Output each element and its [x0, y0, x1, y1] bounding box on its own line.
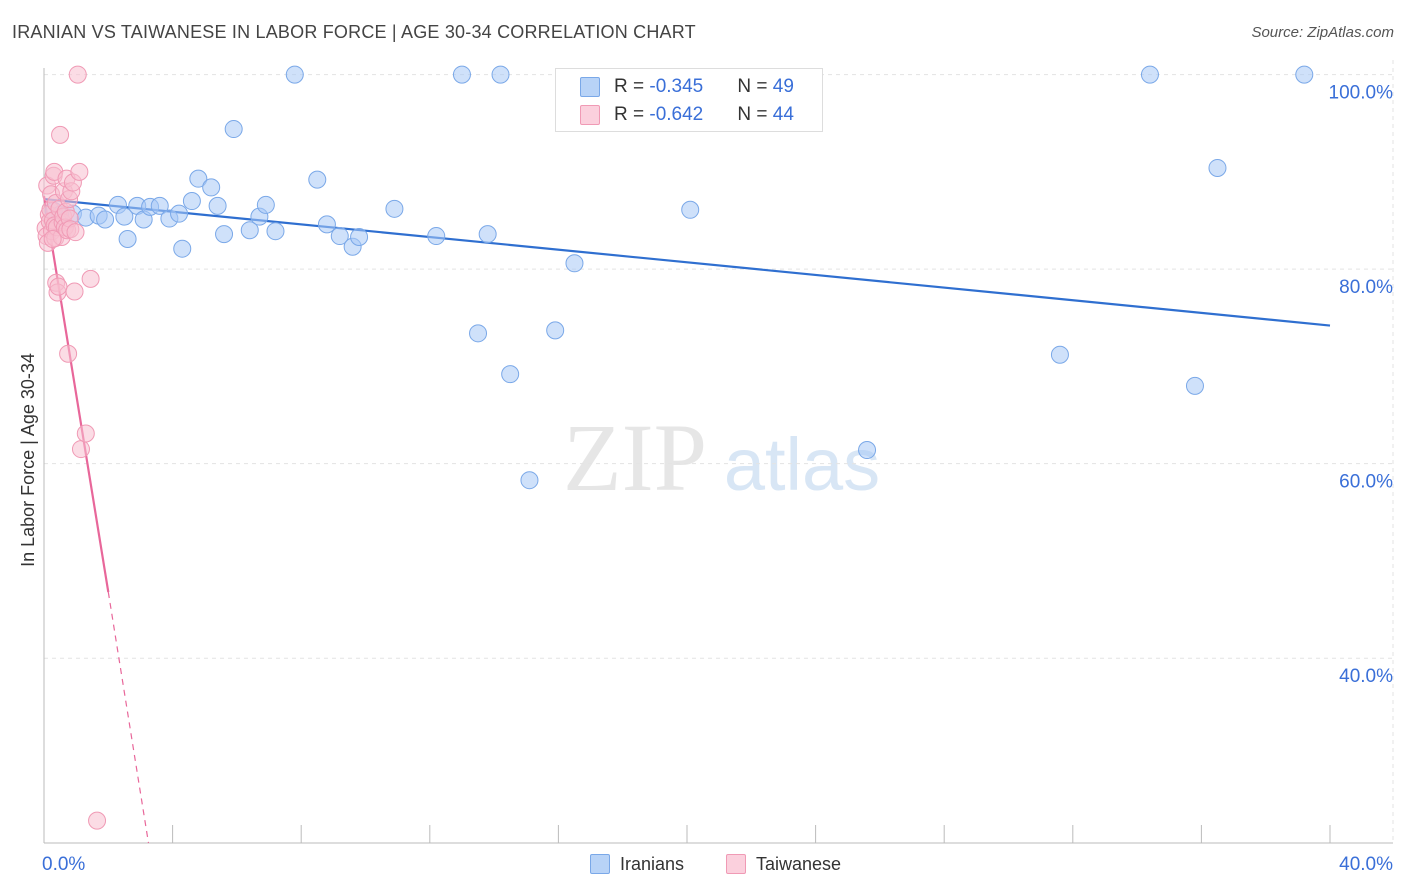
iranian-point — [452, 65, 471, 84]
legend-iranians-swatch — [580, 77, 600, 97]
legend-taiwanese-n-label: N = — [737, 104, 773, 125]
iranian-point — [478, 225, 497, 244]
legend-iranians: R = -0.345 N = 49 — [580, 74, 794, 100]
iranian-point — [491, 65, 510, 84]
bottom-legend-taiwanese: Taiwanese — [726, 852, 841, 876]
x-tick-label: 0.0% — [42, 854, 85, 875]
legend-taiwanese-n-value: 44 — [772, 104, 794, 125]
legend-box: R = -0.345 N = 49 R = -0.642 N = 44 — [555, 68, 823, 132]
iranian-point — [385, 199, 404, 218]
legend-taiwanese: R = -0.642 N = 44 — [580, 102, 794, 128]
iranian-point — [173, 239, 192, 258]
iranian-point — [1208, 158, 1227, 177]
source-label: Source: ZipAtlas.com — [1251, 24, 1394, 41]
iranian-point — [256, 195, 275, 214]
bottom-legend-taiwanese-swatch — [726, 854, 746, 874]
watermark-zip: ZIP — [563, 404, 707, 511]
taiwanese-point — [71, 440, 90, 459]
taiwanese-point — [49, 277, 68, 296]
iranian-point — [565, 254, 584, 273]
bottom-legend-iranians-label: Iranians — [620, 853, 685, 874]
iranian-point — [118, 229, 137, 248]
iranian-point — [546, 321, 565, 340]
iranian-point — [215, 225, 234, 244]
legend-taiwanese-swatch — [580, 105, 600, 125]
taiwanese-trend-line — [42, 195, 110, 593]
taiwanese-point — [68, 65, 87, 84]
x-tick-label: 40.0% — [1339, 854, 1393, 875]
iranian-point — [1140, 65, 1159, 84]
iranian-point — [308, 170, 327, 189]
watermark-atlas: atlas — [724, 423, 880, 506]
iranian-point — [208, 196, 227, 215]
legend-iranians-r-value: -0.345 — [649, 76, 704, 97]
y-tick-label: 60.0% — [1339, 472, 1393, 493]
taiwanese-point — [81, 269, 100, 288]
iranian-point — [858, 441, 877, 460]
iranian-point — [224, 120, 243, 139]
y-tick-label: 80.0% — [1339, 277, 1393, 298]
iranian-point — [1050, 345, 1069, 364]
taiwanese-point — [66, 223, 85, 242]
legend-iranians-n-label: N = — [737, 76, 773, 97]
taiwanese-point — [51, 125, 70, 144]
iranian-point — [182, 192, 201, 211]
iranian-point — [115, 207, 134, 226]
iranian-point — [150, 196, 169, 215]
iranian-point — [1295, 65, 1314, 84]
legend-iranians-n-value: 49 — [772, 76, 794, 97]
taiwanese-point — [65, 282, 84, 301]
iranian-point — [427, 227, 446, 246]
y-axis-title: In Labor Force | Age 30-34 — [18, 353, 38, 567]
taiwanese-point — [88, 811, 107, 830]
iranian-point — [189, 169, 208, 188]
taiwanese-point — [76, 424, 95, 443]
legend-taiwanese-r-value: -0.642 — [649, 104, 704, 125]
taiwanese-point — [70, 162, 89, 181]
iranian-point — [501, 365, 520, 384]
iranian-point — [330, 227, 349, 246]
iranian-point — [240, 221, 259, 240]
iranian-point — [317, 215, 336, 234]
taiwanese-trend-extension — [107, 591, 150, 844]
y-tick-label: 100.0% — [1329, 83, 1394, 104]
iranian-point — [266, 222, 285, 241]
iranian-point — [520, 471, 539, 490]
y-tick-label: 40.0% — [1339, 666, 1393, 687]
bottom-legend-iranians: Iranians — [590, 852, 684, 876]
iranian-point — [96, 210, 115, 229]
iranian-point — [469, 324, 488, 343]
iranian-point — [350, 228, 369, 247]
iranian-point — [285, 65, 304, 84]
legend-taiwanese-r-label: R = — [614, 104, 650, 125]
bottom-legend-taiwanese-label: Taiwanese — [756, 853, 842, 874]
iranian-point — [1185, 376, 1204, 395]
legend-iranians-r-label: R = — [614, 76, 650, 97]
taiwanese-point — [43, 229, 62, 248]
chart-title: IRANIAN VS TAIWANESE IN LABOR FORCE | AG… — [12, 22, 696, 42]
iranian-point — [202, 178, 221, 197]
iranian-point — [170, 204, 189, 223]
taiwanese-point — [59, 344, 78, 363]
iranian-point — [681, 200, 700, 219]
bottom-legend-iranians-swatch — [590, 854, 610, 874]
